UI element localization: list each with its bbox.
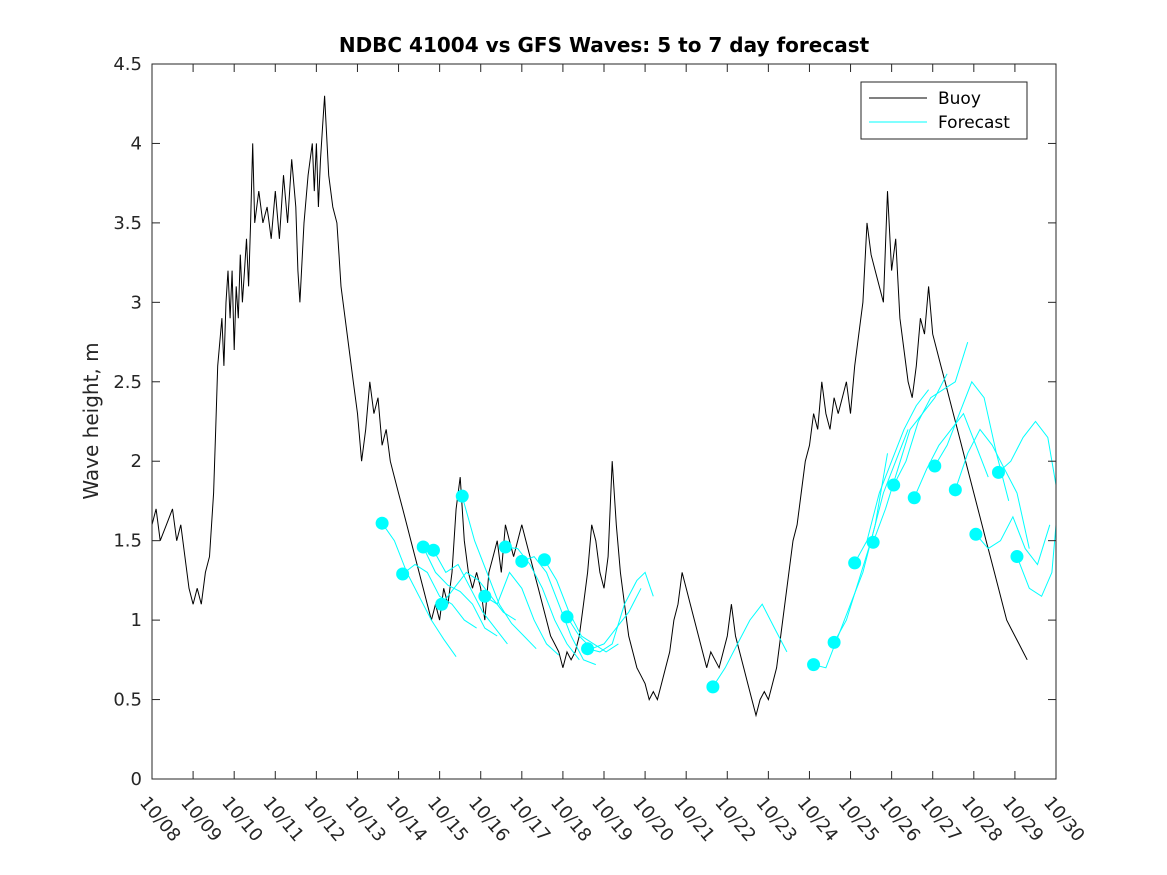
- legend-box: [860, 81, 1028, 140]
- forecast-marker-24: [1010, 550, 1024, 564]
- y-tick-label-4: 2: [131, 451, 142, 472]
- chart-title: NDBC 41004 vs GFS Waves: 5 to 7 day fore…: [339, 33, 870, 57]
- buoy-series-line: [152, 95, 1028, 718]
- y-tick-label-9: 4.5: [113, 54, 142, 75]
- y-tick-label-3: 1.5: [113, 531, 142, 552]
- forecast-marker-10: [537, 553, 551, 567]
- forecast-series-line-23: [998, 420, 1056, 486]
- series-group: [152, 95, 1056, 718]
- forecast-series-line-2: [402, 563, 477, 629]
- forecast-series-line-10: [543, 559, 619, 653]
- forecast-series-line-9: [521, 556, 596, 666]
- forecast-marker-17: [866, 535, 880, 549]
- forecast-marker-20: [928, 459, 942, 473]
- forecast-series-line-12: [587, 571, 654, 653]
- y-tick-label-8: 4: [131, 133, 142, 154]
- forecast-marker-9: [515, 554, 529, 568]
- forecast-marker-19: [907, 491, 921, 505]
- forecast-marker-22: [969, 527, 983, 541]
- forecast-marker-6: [455, 489, 469, 503]
- y-tick-label-5: 2.5: [113, 372, 142, 393]
- legend-forecast-label: Forecast: [938, 113, 1010, 133]
- forecast-marker-11: [560, 610, 574, 624]
- forecast-marker-1: [375, 516, 389, 530]
- forecast-series-line-22: [975, 515, 1051, 566]
- y-tick-label-7: 3.5: [113, 213, 142, 234]
- forecast-series-line-5: [441, 571, 516, 621]
- forecast-series-line-24: [1016, 524, 1056, 598]
- legend-buoy-label: Buoy: [938, 89, 981, 109]
- forecast-series-line-21: [954, 428, 1030, 549]
- forecast-series-line-6: [461, 496, 537, 650]
- forecast-marker-21: [948, 483, 962, 497]
- forecast-series-line-7: [484, 571, 560, 656]
- forecast-marker-15: [827, 635, 841, 649]
- forecast-series-line-11: [566, 588, 642, 650]
- forecast-marker-18: [887, 478, 901, 492]
- forecast-series-line-4: [433, 549, 508, 645]
- forecast-marker-23: [991, 465, 1005, 479]
- y-tick-label-0: 0: [131, 769, 142, 790]
- forecast-marker-4: [426, 543, 440, 557]
- forecast-marker-3: [416, 540, 430, 554]
- y-axis-label: Wave height, m: [79, 342, 103, 499]
- legend: Buoy Forecast: [860, 81, 1028, 140]
- y-tick-label-1: 0.5: [113, 690, 142, 711]
- forecast-marker-16: [848, 556, 862, 570]
- forecast-series-line-18: [893, 341, 969, 486]
- forecast-marker-8: [498, 540, 512, 554]
- forecast-series-line-13: [712, 603, 788, 688]
- forecast-marker-13: [706, 680, 720, 694]
- forecast-marker-14: [807, 658, 821, 672]
- forecast-series-line-17: [872, 373, 948, 543]
- y-tick-label-2: 1: [131, 610, 142, 631]
- plot-area: [152, 95, 1056, 718]
- forecast-series-line-19: [913, 412, 989, 498]
- forecast-series-line-1: [381, 522, 457, 657]
- forecast-series-line-3: [422, 546, 498, 637]
- forecast-series-line-8: [505, 546, 580, 661]
- forecast-marker-2: [396, 567, 410, 581]
- forecast-marker-12: [581, 642, 595, 656]
- forecast-marker-5: [435, 597, 449, 611]
- forecast-marker-7: [478, 589, 492, 603]
- y-tick-label-6: 3: [131, 292, 142, 313]
